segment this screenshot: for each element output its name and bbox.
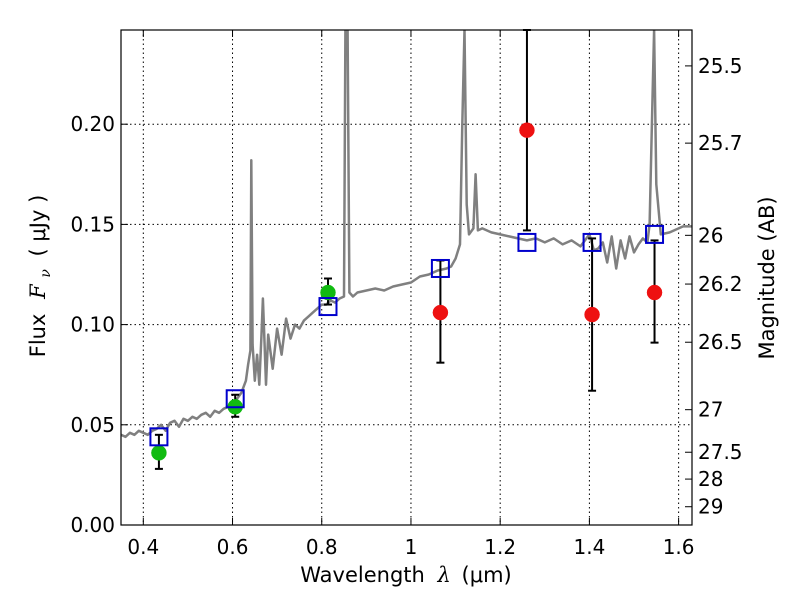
- x-tick-label: 1: [405, 535, 418, 559]
- nir-data-point: [519, 122, 535, 138]
- right-axis-ticks: 25.5 25.7 26 26.2 26.5 27 27.5 28 29: [685, 54, 743, 519]
- right-tick-label: 26: [698, 223, 723, 247]
- y-axis-ticks: 0.00 0.05 0.10 0.15 0.20: [70, 112, 128, 537]
- right-tick-label: 25.7: [698, 131, 743, 155]
- plot-frame: [120, 29, 693, 526]
- x-tick-label: 0.8: [306, 535, 338, 559]
- y-axis-title-prefix: Flux: [26, 314, 50, 358]
- x-axis-ticks: 0.4 0.6 0.8 1 1.2 1.4 1.6: [127, 30, 695, 559]
- y-tick-label: 0.20: [70, 112, 115, 136]
- right-tick-label: 27: [698, 398, 723, 422]
- x-tick-label: 0.4: [127, 535, 159, 559]
- x-axis-title-symbol: λ: [437, 563, 451, 587]
- nir-data-point: [432, 304, 449, 321]
- grid-lines: [121, 30, 692, 526]
- model-square-marker: [582, 232, 602, 252]
- x-tick-label: 1.2: [484, 535, 516, 559]
- optical-data-point: [320, 284, 336, 301]
- x-axis-title-prefix: Wavelength: [300, 563, 425, 587]
- x-axis-title-unit: (μm): [462, 563, 512, 587]
- right-axis-title: Magnitude (AB): [755, 196, 779, 359]
- model-square-marker: [318, 297, 338, 317]
- right-tick-label: 29: [698, 495, 723, 519]
- model-square-marker: [430, 258, 450, 278]
- y-tick-label: 0.15: [70, 212, 115, 236]
- y-axis-title-unit: ( μJy ): [26, 195, 50, 257]
- y-axis-title-subscript: ν: [38, 269, 54, 278]
- right-tick-label: 25.5: [698, 54, 743, 78]
- x-tick-label: 1.4: [573, 535, 605, 559]
- model-square-marker: [225, 389, 245, 409]
- model-square-marker: [645, 224, 665, 244]
- optical-data-point: [151, 445, 167, 461]
- plot-background: [121, 30, 692, 525]
- y-axis-title: Flux F ν ( μJy ): [26, 195, 55, 358]
- right-tick-label: 26.2: [698, 272, 743, 296]
- right-tick-label: 27.5: [698, 440, 743, 464]
- y-axis-title-symbol: F: [26, 283, 50, 300]
- right-tick-label: 26.5: [698, 330, 743, 354]
- x-tick-label: 1.6: [663, 535, 695, 559]
- nir-data-point: [646, 284, 663, 301]
- x-axis-title: Wavelength λ (μm): [300, 563, 511, 587]
- y-tick-label: 0.10: [70, 313, 115, 337]
- nir-data-point: [584, 306, 600, 323]
- right-tick-label: 28: [698, 467, 723, 491]
- model-square-marker: [517, 232, 537, 252]
- y-tick-label: 0.00: [70, 513, 115, 537]
- model-square-marker: [149, 427, 169, 447]
- data-markers: [149, 122, 665, 461]
- x-tick-label: 0.6: [217, 535, 249, 559]
- y-tick-label: 0.05: [70, 413, 115, 437]
